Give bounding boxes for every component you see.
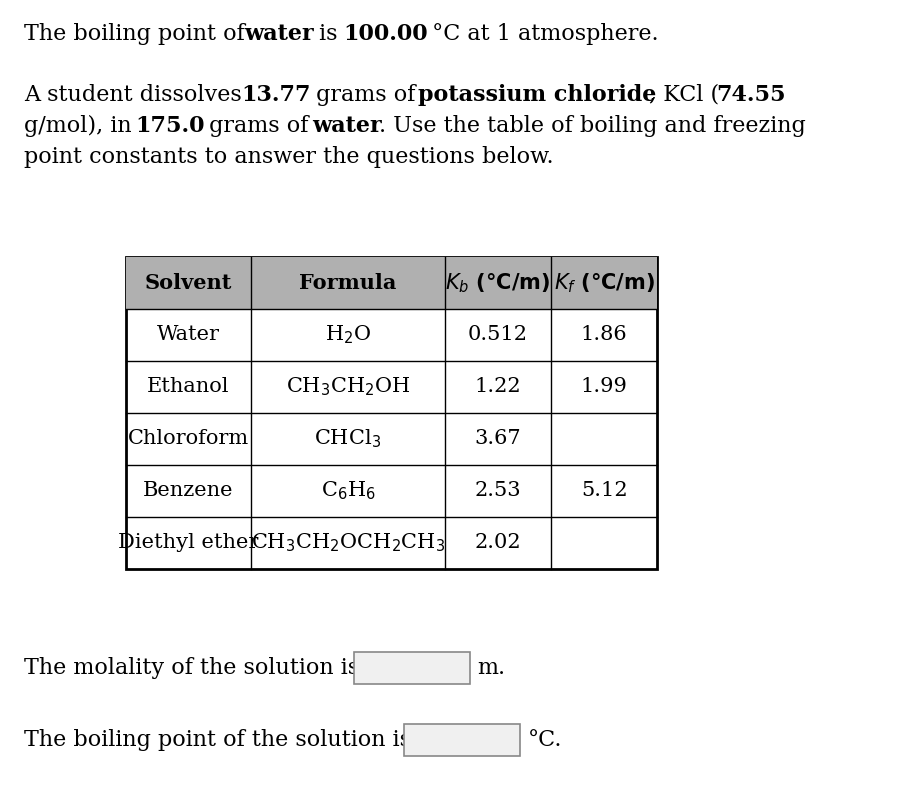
Text: Diethyl ether: Diethyl ether — [118, 534, 258, 553]
Text: 1.99: 1.99 — [580, 378, 627, 397]
Text: . Use the table of boiling and freezing: . Use the table of boiling and freezing — [379, 115, 805, 137]
Bar — [126, 257, 656, 569]
Text: , KCl (: , KCl ( — [648, 84, 718, 106]
Text: 1.86: 1.86 — [580, 326, 627, 345]
Text: Solvent: Solvent — [144, 273, 232, 293]
Text: 100.00: 100.00 — [343, 23, 427, 45]
Text: °C at 1 atmosphere.: °C at 1 atmosphere. — [424, 23, 658, 45]
Text: m.: m. — [477, 657, 505, 679]
Text: potassium chloride: potassium chloride — [418, 84, 656, 106]
Text: CH$_3$CH$_2$OH: CH$_3$CH$_2$OH — [285, 376, 410, 398]
Text: Chloroform: Chloroform — [127, 430, 249, 449]
Text: 74.55: 74.55 — [716, 84, 786, 106]
Text: CH$_3$CH$_2$OCH$_2$CH$_3$: CH$_3$CH$_2$OCH$_2$CH$_3$ — [250, 532, 444, 554]
Text: water: water — [244, 23, 313, 45]
Text: H$_2$O: H$_2$O — [324, 324, 370, 346]
Text: C$_6$H$_6$: C$_6$H$_6$ — [321, 480, 375, 502]
Text: Benzene: Benzene — [143, 482, 234, 501]
Text: 5.12: 5.12 — [580, 482, 627, 501]
Text: Ethanol: Ethanol — [147, 378, 229, 397]
Text: The molality of the solution is: The molality of the solution is — [24, 657, 358, 679]
Text: 2.02: 2.02 — [474, 534, 520, 553]
Text: 3.67: 3.67 — [474, 430, 520, 449]
Bar — [126, 257, 656, 309]
Text: CHCl$_3$: CHCl$_3$ — [314, 428, 381, 450]
Text: The boiling point of the solution is: The boiling point of the solution is — [24, 729, 411, 751]
Text: 13.77: 13.77 — [241, 84, 311, 106]
Text: $\mathit{K}_f$ (°C/m): $\mathit{K}_f$ (°C/m) — [553, 271, 654, 295]
Text: 175.0: 175.0 — [135, 115, 204, 137]
Text: water: water — [312, 115, 381, 137]
Bar — [353, 652, 470, 684]
Text: The boiling point of: The boiling point of — [24, 23, 252, 45]
Text: g/mol), in: g/mol), in — [24, 115, 139, 137]
Text: 0.512: 0.512 — [467, 326, 527, 345]
Text: 2.53: 2.53 — [474, 482, 520, 501]
Bar — [404, 724, 519, 756]
Text: 1.22: 1.22 — [474, 378, 520, 397]
Text: is: is — [312, 23, 344, 45]
Text: grams of: grams of — [308, 84, 422, 106]
Text: A student dissolves: A student dissolves — [24, 84, 248, 106]
Text: grams of: grams of — [202, 115, 315, 137]
Text: $\mathit{K}_b$ (°C/m): $\mathit{K}_b$ (°C/m) — [444, 271, 550, 295]
Text: Formula: Formula — [299, 273, 396, 293]
Text: °C.: °C. — [527, 729, 562, 751]
Text: point constants to answer the questions below.: point constants to answer the questions … — [24, 146, 554, 168]
Text: Water: Water — [157, 326, 219, 345]
